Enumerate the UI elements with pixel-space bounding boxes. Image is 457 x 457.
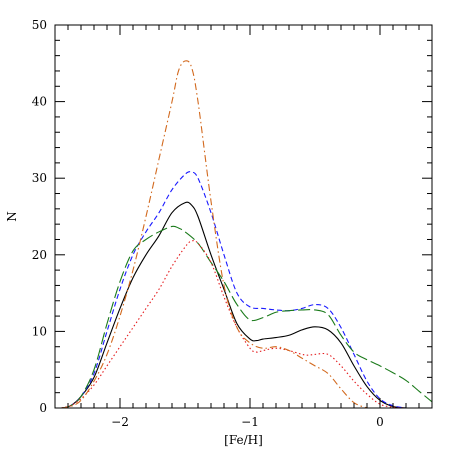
x-tick-label: 0	[376, 415, 384, 429]
x-tick-label: −1	[241, 415, 259, 429]
series-line-3-long-dash	[61, 225, 432, 408]
y-tick-label: 0	[39, 401, 47, 415]
plot-frame	[54, 24, 433, 409]
y-axis-title: N	[5, 211, 19, 222]
y-tick-label: 10	[32, 324, 47, 338]
series-line-1-solid	[61, 201, 407, 408]
y-tick-label: 20	[32, 248, 47, 262]
tick-labels-layer: −2 −1 0 0 10 20 30 40 50	[32, 18, 384, 429]
series-line-2-short-dash	[61, 171, 407, 408]
series-layer	[61, 60, 432, 408]
y-tick-label: 50	[32, 18, 47, 32]
series-line-4-dotted	[61, 239, 407, 408]
y-tick-label: 30	[32, 171, 47, 185]
ticks-layer	[54, 24, 433, 409]
x-axis-title: [Fe/H]	[224, 433, 263, 447]
x-tick-label: −2	[111, 415, 129, 429]
y-tick-label: 40	[32, 95, 47, 109]
series-line-5-dash-dot	[61, 60, 368, 408]
